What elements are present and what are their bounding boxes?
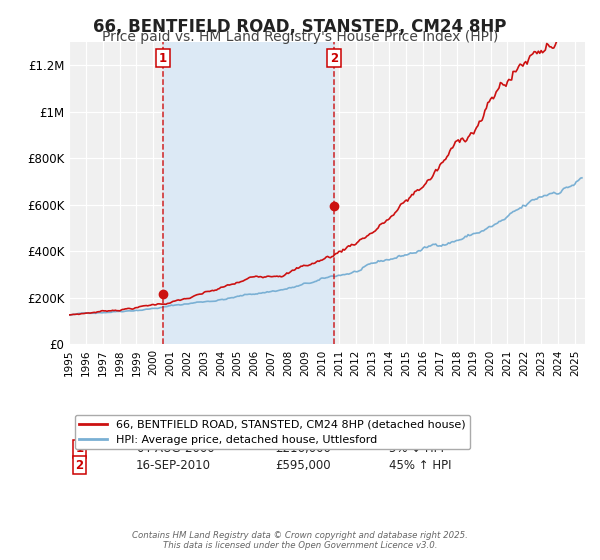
Text: 5% ↓ HPI: 5% ↓ HPI [389,442,444,455]
Text: 2: 2 [330,52,338,65]
Text: 16-SEP-2010: 16-SEP-2010 [136,459,211,472]
Text: 2: 2 [75,459,83,472]
Text: 45% ↑ HPI: 45% ↑ HPI [389,459,451,472]
Text: Price paid vs. HM Land Registry's House Price Index (HPI): Price paid vs. HM Land Registry's House … [102,30,498,44]
Text: 04-AUG-2000: 04-AUG-2000 [136,442,215,455]
Text: 1: 1 [159,52,167,65]
Text: 66, BENTFIELD ROAD, STANSTED, CM24 8HP: 66, BENTFIELD ROAD, STANSTED, CM24 8HP [94,18,506,36]
Text: 1: 1 [75,442,83,455]
Bar [163,42,334,344]
Text: Contains HM Land Registry data © Crown copyright and database right 2025.
This d: Contains HM Land Registry data © Crown c… [132,530,468,550]
Legend: 66, BENTFIELD ROAD, STANSTED, CM24 8HP (detached house), HPI: Average price, det: 66, BENTFIELD ROAD, STANSTED, CM24 8HP (… [74,415,470,450]
Text: £216,000: £216,000 [275,442,331,455]
Text: £595,000: £595,000 [275,459,331,472]
